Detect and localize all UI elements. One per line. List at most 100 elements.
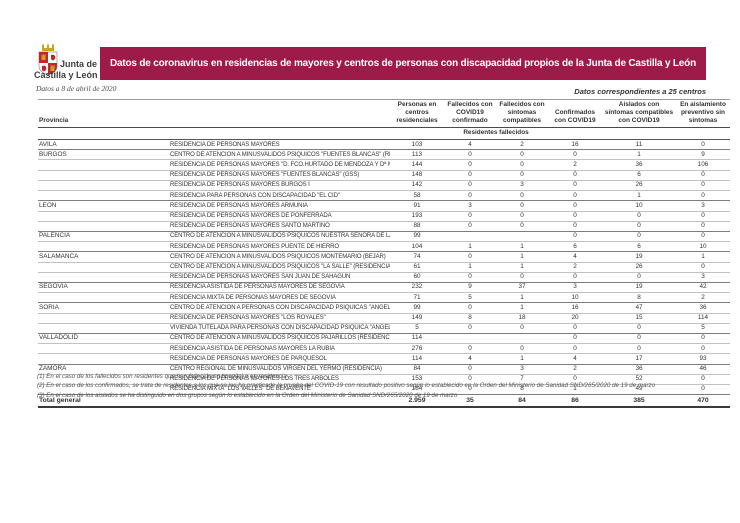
province-cell: [38, 241, 168, 253]
value-cell: 71: [390, 292, 444, 304]
table-row: CENTRO DE ATENCION A MINUSVALIDOS PSIQUI…: [38, 262, 730, 273]
value-cell: 2: [548, 159, 602, 171]
value-cell: 0: [496, 272, 548, 283]
value-cell: 0: [444, 211, 496, 222]
value-cell: 16: [548, 139, 602, 151]
value-cell: 184: [390, 384, 444, 396]
logo-text-line2: Castilla y León: [34, 70, 98, 80]
table-row: RESIDENCIA DE PERSONAS MAYORES SAN JUAN …: [38, 272, 730, 283]
center-name-cell: CENTRO REGIONAL DE MINUSVALIDOS VIRGEN D…: [168, 364, 390, 375]
value-cell: 1: [496, 251, 548, 263]
covid-residences-table: Provincia Personas en centros residencia…: [38, 98, 730, 409]
province-column-header: Provincia: [38, 98, 168, 129]
table-row: RESIDENCIA DE PERSONAS MAYORES "D. FCO.H…: [38, 159, 730, 171]
table-row: SEGOVIA RESIDENCIA ASISTIDA DE PERSONAS M…: [38, 282, 730, 294]
value-cell: 1: [496, 353, 548, 365]
value-cell: 0: [496, 159, 548, 171]
col-header-aislamiento-preventivo: En aislamiento preventivo sin síntomas: [676, 98, 730, 129]
center-name-cell: RESIDENCIA DE PERSONAS MAYORES "LOS ROYA…: [168, 313, 390, 324]
center-name-cell: RESIDENCIA DE PERSONAS MAYORES DE PONFER…: [168, 211, 390, 222]
province-cell: [38, 180, 168, 192]
value-cell: 16: [548, 302, 602, 314]
province-cell: [38, 221, 168, 232]
value-cell: 1: [444, 241, 496, 253]
province-cell: [38, 384, 168, 396]
province-cell: [38, 190, 168, 202]
table-row: VALLADOLID CENTRO DE ATENCION A MINUSVALI…: [38, 333, 730, 345]
value-cell: 0: [444, 272, 496, 283]
center-name-cell: CENTRO DE ATENCION A MINUSVALIDOS PSIQUI…: [168, 333, 390, 345]
value-cell: 1: [496, 302, 548, 314]
province-cell: [38, 313, 168, 324]
province-cell: [38, 211, 168, 222]
center-name-cell: RESIDENCIA DE PERSONAS MAYORES ARMUNIA: [168, 200, 390, 212]
footnote-1: (1) En el caso de los fallecidos son res…: [37, 373, 287, 380]
value-cell: 0: [444, 190, 496, 202]
value-cell: 60: [390, 272, 444, 283]
province-cell: [38, 159, 168, 171]
value-cell: 0: [602, 323, 676, 334]
value-cell: 47: [602, 302, 676, 314]
report-title-banner: Datos de coronavirus en residencias de m…: [100, 47, 706, 80]
value-cell: 2: [496, 139, 548, 151]
value-cell: 5: [444, 292, 496, 304]
value-cell: 0: [548, 211, 602, 222]
col-header-fallecidos-sintomas: Fallecidos con síntomas compatibles: [496, 98, 548, 129]
value-cell: 10: [676, 241, 730, 253]
value-cell: 1: [676, 251, 730, 263]
center-name-cell: RESIDENCIA DE PERSONAS MAYORES: [168, 139, 390, 151]
center-name-cell: RESIDENCIA ASISTIDA DE PERSONAS MAYORES …: [168, 343, 390, 355]
value-cell: 93: [676, 353, 730, 365]
value-cell: 114: [390, 353, 444, 365]
province-cell: ZAMORA: [38, 364, 168, 375]
value-cell: 0: [676, 180, 730, 192]
table-row: RESIDENCIA DE PERSONAS MAYORES "FUENTES …: [38, 170, 730, 181]
footnote-2: (2) En el caso de los confirmados, se tr…: [37, 382, 656, 390]
total-row: Total general 2.959 35 84 86 385 470: [38, 394, 730, 409]
province-cell: BURGOS: [38, 149, 168, 161]
value-cell: 0: [444, 149, 496, 161]
value-cell: 0: [444, 323, 496, 334]
value-cell: 0: [496, 170, 548, 181]
value-cell: 0: [602, 211, 676, 222]
province-cell: VALLADOLID: [38, 333, 168, 345]
centers-count-note: Datos correspondientes a 25 centros: [574, 87, 706, 96]
value-cell: 0: [602, 343, 676, 355]
value-cell: 84: [390, 364, 444, 375]
value-cell: 0: [496, 149, 548, 161]
value-cell: 3: [496, 364, 548, 375]
value-cell: 0: [496, 200, 548, 212]
value-cell: 142: [390, 180, 444, 192]
value-cell: 0: [496, 211, 548, 222]
value-cell: 113: [390, 149, 444, 161]
value-cell: 0: [444, 364, 496, 375]
value-cell: 0: [676, 374, 730, 385]
value-cell: 2: [548, 364, 602, 375]
value-cell: 0: [548, 200, 602, 212]
value-cell: 0: [496, 221, 548, 232]
value-cell: 6: [602, 241, 676, 253]
value-cell: 74: [390, 251, 444, 263]
center-name-cell: RESIDENCIA DE PERSONAS MAYORES PUENTE DE…: [168, 241, 390, 253]
footnote-3: (3) En el caso de los aislados se ha dis…: [37, 391, 458, 399]
value-cell: 232: [390, 282, 444, 294]
value-cell: 3: [676, 272, 730, 283]
column-header-row: Provincia Personas en centros residencia…: [38, 98, 730, 129]
value-cell: 5: [676, 323, 730, 334]
value-cell: 0: [548, 231, 602, 243]
province-cell: AVILA: [38, 139, 168, 151]
value-cell: 9: [676, 149, 730, 161]
center-name-cell: RESIDENCIA DE PERSONAS MAYORES DE PARQUE…: [168, 353, 390, 365]
value-cell: 0: [548, 343, 602, 355]
value-cell: 153: [390, 374, 444, 385]
province-cell: SEGOVIA: [38, 282, 168, 294]
value-cell: 17: [602, 353, 676, 365]
value-cell: 18: [496, 313, 548, 324]
value-cell: 0: [676, 170, 730, 181]
value-cell: 0: [444, 221, 496, 232]
value-cell: 0: [548, 333, 602, 345]
value-cell: 6: [548, 241, 602, 253]
value-cell: 0: [444, 170, 496, 181]
value-cell: 3: [444, 200, 496, 212]
value-cell: 0: [548, 221, 602, 232]
